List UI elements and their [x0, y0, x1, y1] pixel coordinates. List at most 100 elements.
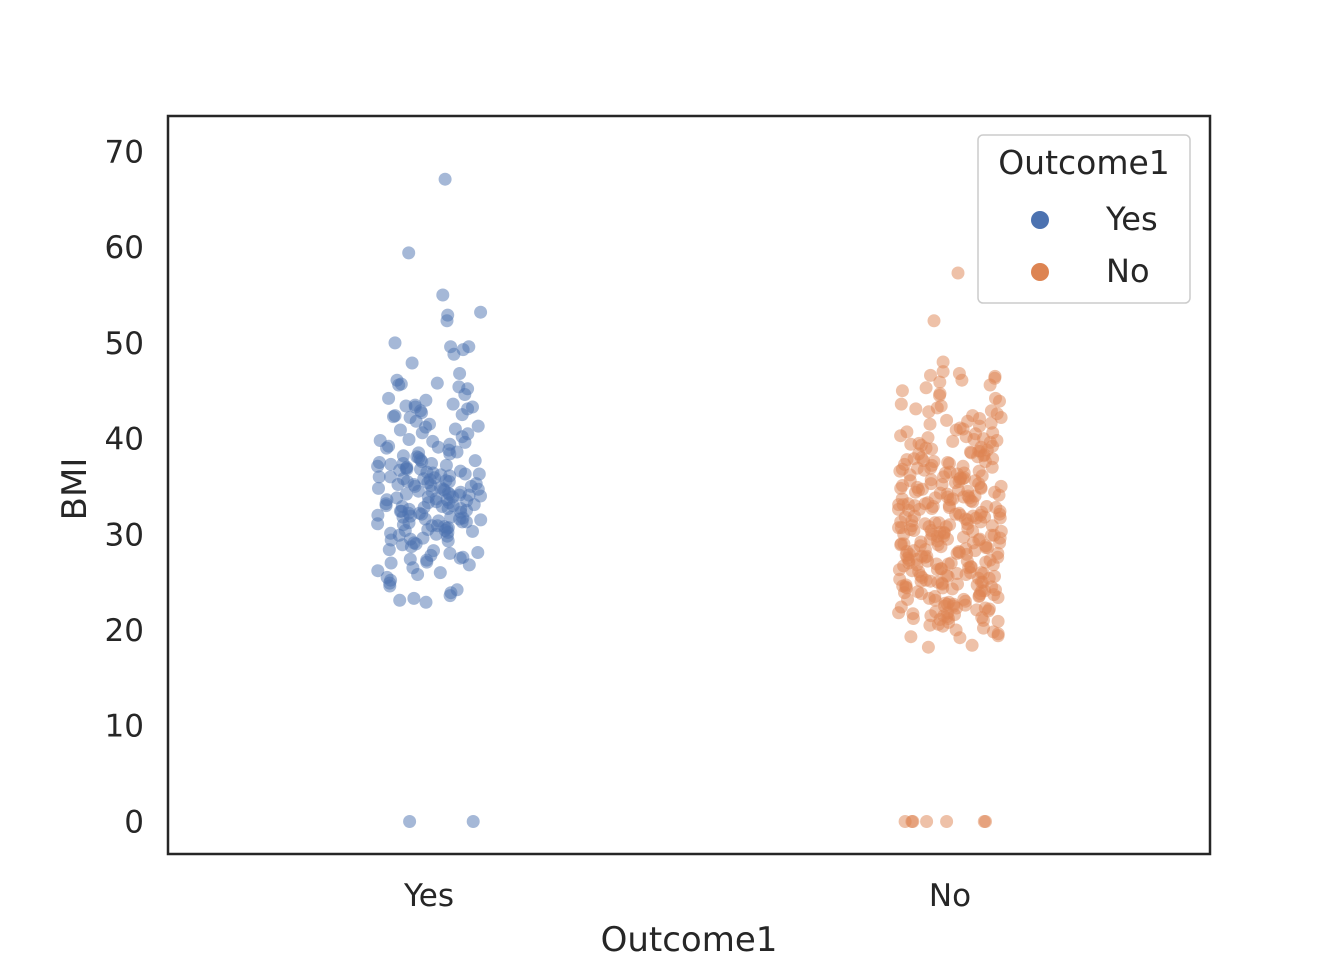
point-no-11	[919, 381, 933, 395]
point-yes-157	[371, 564, 385, 578]
point-no-315	[937, 609, 951, 623]
point-no-47	[904, 437, 918, 451]
point-yes-182	[402, 506, 416, 520]
point-yes-57	[468, 454, 482, 468]
point-no-314	[938, 599, 951, 613]
point-no-251	[977, 815, 991, 828]
legend-marker-yes	[1031, 211, 1049, 229]
point-yes-154	[384, 556, 398, 570]
point-yes-187	[425, 484, 439, 498]
y-tick-label-5: 50	[105, 326, 144, 362]
point-no-333	[978, 584, 992, 598]
point-yes-193	[373, 434, 387, 447]
point-yes-123	[371, 517, 385, 531]
point-no-207	[991, 591, 1005, 604]
point-no-308	[952, 545, 966, 558]
point-yes-19	[458, 388, 472, 401]
point-yes-163	[383, 579, 397, 593]
point-no-303	[926, 500, 940, 513]
point-no-261	[936, 581, 950, 595]
point-yes-10	[447, 347, 461, 361]
point-yes-167	[407, 591, 421, 605]
point-no-16	[993, 394, 1006, 408]
point-yes-198	[443, 487, 457, 501]
point-no-0	[951, 266, 965, 280]
point-no-254	[969, 511, 983, 525]
point-no-1	[927, 314, 941, 328]
point-no-268	[964, 560, 978, 574]
point-yes-178	[431, 519, 444, 533]
point-no-272	[968, 489, 982, 503]
point-no-301	[894, 481, 908, 495]
point-no-318	[986, 452, 1000, 466]
point-yes-86	[372, 481, 385, 495]
point-no-331	[950, 567, 964, 580]
point-no-316	[923, 618, 937, 632]
point-no-235	[936, 619, 950, 633]
point-no-320	[954, 471, 967, 485]
point-yes-12	[453, 367, 467, 380]
point-yes-14	[430, 376, 444, 390]
point-no-44	[946, 434, 960, 448]
point-no-248	[920, 815, 934, 828]
point-no-324	[949, 507, 963, 521]
point-yes-183	[455, 515, 469, 529]
point-no-335	[978, 601, 992, 615]
point-no-260	[914, 574, 928, 588]
point-no-9	[933, 375, 947, 389]
point-no-282	[939, 466, 952, 480]
point-yes-11	[405, 356, 419, 370]
y-tick-label-7: 70	[105, 134, 144, 170]
point-yes-71	[458, 467, 472, 481]
point-no-2	[936, 355, 950, 369]
point-yes-143	[404, 540, 418, 554]
x-axis-label: Outcome1	[601, 920, 778, 960]
point-yes-196	[418, 512, 432, 526]
point-yes-199	[435, 500, 449, 513]
point-no-22	[922, 405, 936, 419]
point-no-250	[906, 815, 920, 828]
point-yes-6	[388, 336, 402, 350]
point-yes-63	[371, 459, 385, 473]
point-yes-119	[474, 513, 488, 527]
point-yes-2	[436, 288, 450, 302]
point-no-279	[944, 556, 958, 570]
point-yes-16	[392, 378, 406, 392]
point-yes-22	[446, 397, 460, 411]
point-no-322	[957, 490, 971, 504]
point-yes-36	[471, 419, 485, 433]
y-tick-label-3: 30	[105, 517, 144, 553]
legend-marker-no	[1031, 263, 1049, 281]
point-no-285	[895, 492, 909, 506]
point-no-294	[951, 577, 964, 591]
point-no-34	[949, 423, 963, 437]
point-yes-1	[402, 246, 416, 260]
point-no-3	[936, 365, 950, 379]
point-yes-185	[425, 457, 438, 470]
point-yes-172	[380, 493, 394, 507]
point-no-330	[910, 558, 924, 572]
point-yes-188	[442, 475, 456, 489]
point-yes-3	[474, 305, 488, 319]
point-yes-146	[471, 546, 485, 559]
point-no-256	[984, 528, 998, 542]
point-no-14	[933, 389, 946, 402]
point-no-264	[966, 524, 980, 538]
point-no-240	[991, 629, 1005, 643]
point-yes-166	[443, 589, 457, 603]
plot-frame	[166, 114, 1212, 856]
point-yes-153	[420, 555, 434, 569]
point-yes-194	[384, 470, 397, 484]
point-no-244	[921, 640, 935, 654]
point-no-100	[992, 488, 1006, 502]
point-no-236	[977, 621, 990, 635]
point-no-310	[935, 562, 948, 576]
point-no-8	[955, 373, 969, 387]
point-no-5	[924, 368, 937, 382]
point-no-291	[902, 547, 916, 561]
point-no-20	[909, 402, 923, 416]
point-no-307	[993, 536, 1007, 550]
point-yes-197	[408, 479, 422, 493]
point-no-243	[965, 638, 979, 652]
